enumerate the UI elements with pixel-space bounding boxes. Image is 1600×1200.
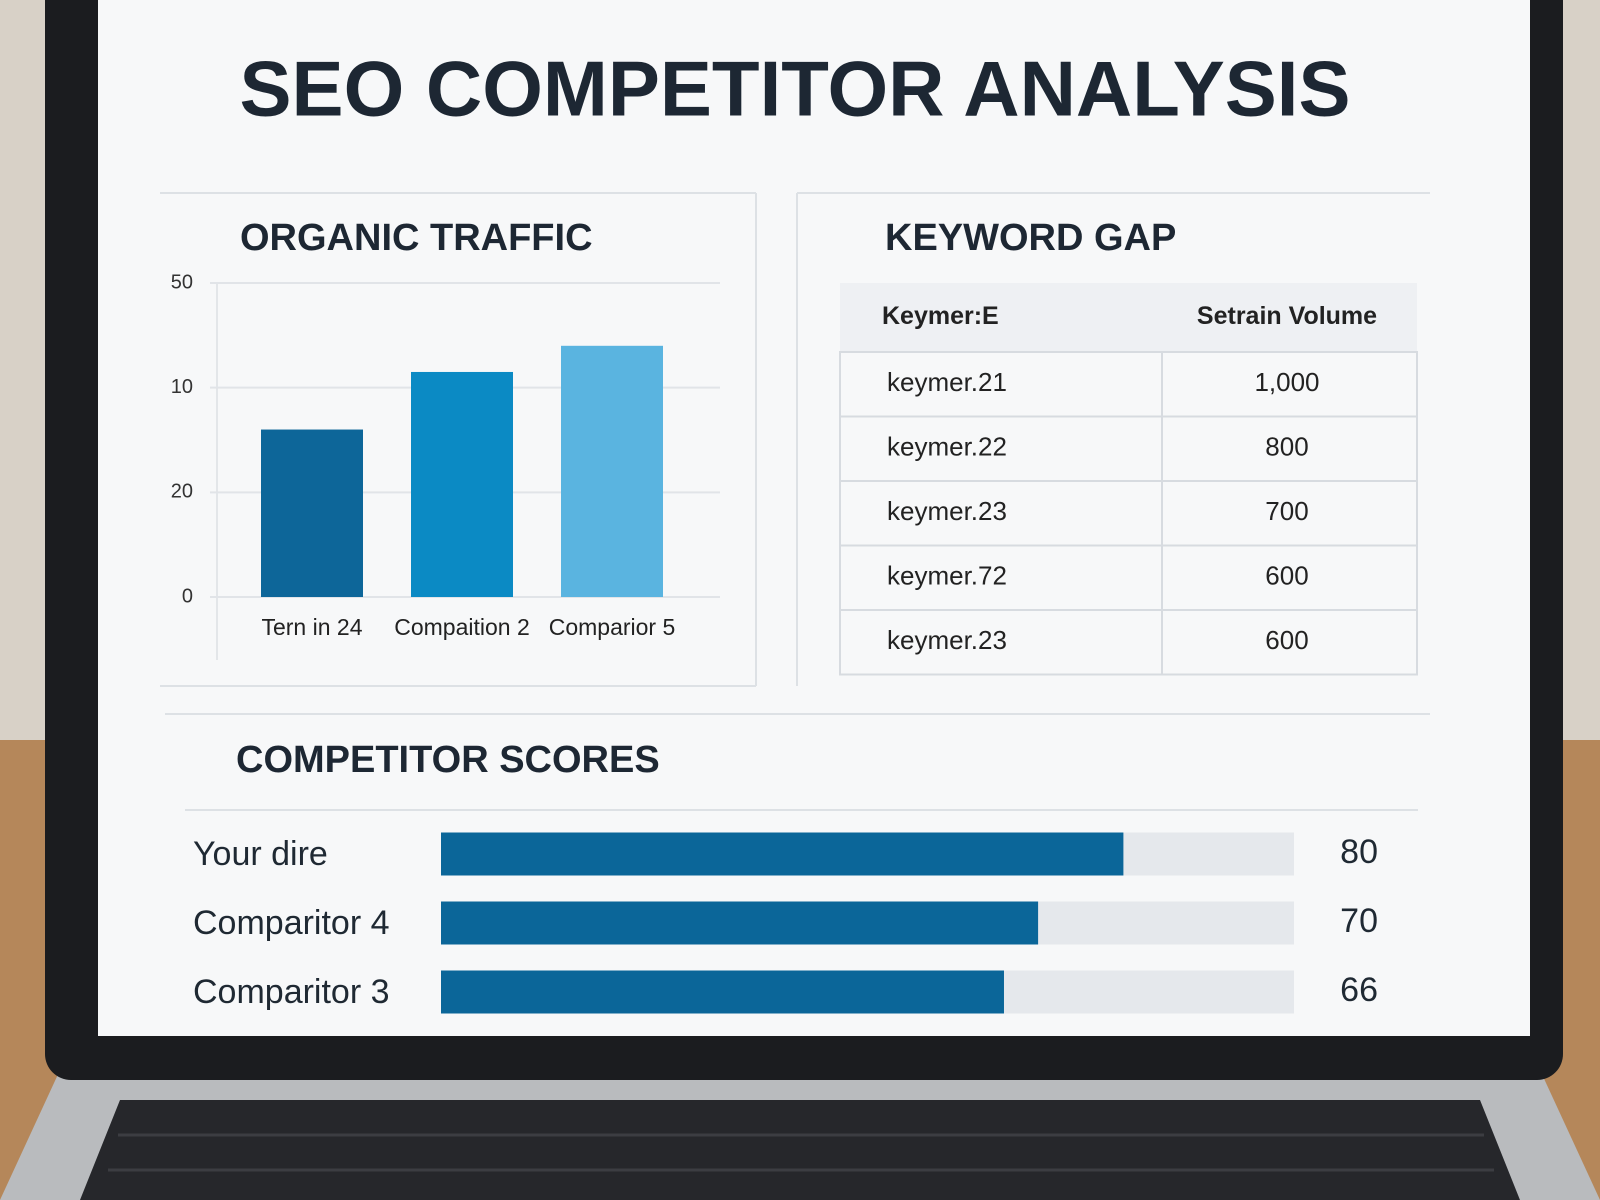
page-title: SEO COMPETITOR ANALYSIS xyxy=(240,45,1351,133)
y-tick-label: 10 xyxy=(171,376,193,398)
column-header: Keymer:E xyxy=(882,302,999,330)
table-cell: 800 xyxy=(1265,432,1308,462)
y-tick-label: 0 xyxy=(182,585,193,607)
bar xyxy=(411,371,513,597)
table-cell: keymer.21 xyxy=(887,367,1007,397)
x-tick-label: Compaition 2 xyxy=(394,614,530,640)
bar xyxy=(441,832,1124,876)
value-label: 70 xyxy=(1340,902,1378,940)
bar-label: Comparitor 3 xyxy=(193,973,390,1011)
table-cell: keymer.72 xyxy=(887,561,1007,591)
table-cell: 600 xyxy=(1265,625,1308,655)
table-cell: keymer.23 xyxy=(887,496,1007,526)
value-label: 80 xyxy=(1340,833,1378,871)
bar xyxy=(561,345,663,597)
table-cell: 600 xyxy=(1265,561,1308,591)
bar-label: Comparitor 4 xyxy=(193,904,390,942)
panel-title: COMPETITOR SCORES xyxy=(236,739,660,781)
column-header: Setrain Volume xyxy=(1197,302,1377,330)
x-tick-label: Tern in 24 xyxy=(261,614,362,640)
bar xyxy=(441,970,1004,1014)
bar-label: Your dire xyxy=(193,835,328,873)
table-cell: keymer.22 xyxy=(887,432,1007,462)
panel-title: KEYWORD GAP xyxy=(885,217,1176,259)
table-body xyxy=(839,351,1418,676)
bar xyxy=(261,429,363,597)
panel-title: ORGANIC TRAFFIC xyxy=(240,217,593,259)
table-cell: keymer.23 xyxy=(887,625,1007,655)
y-tick-label: 50 xyxy=(171,271,193,293)
x-tick-label: Comparior 5 xyxy=(549,614,676,640)
keyboard xyxy=(80,1100,1520,1200)
value-label: 66 xyxy=(1340,971,1378,1009)
table-cell: 700 xyxy=(1265,496,1308,526)
table-cell: 1,000 xyxy=(1254,367,1319,397)
y-tick-label: 20 xyxy=(171,481,193,503)
bar xyxy=(441,901,1039,945)
key-rows xyxy=(108,1133,1494,1172)
table-header xyxy=(840,283,1417,352)
panel-borders xyxy=(160,192,1430,811)
